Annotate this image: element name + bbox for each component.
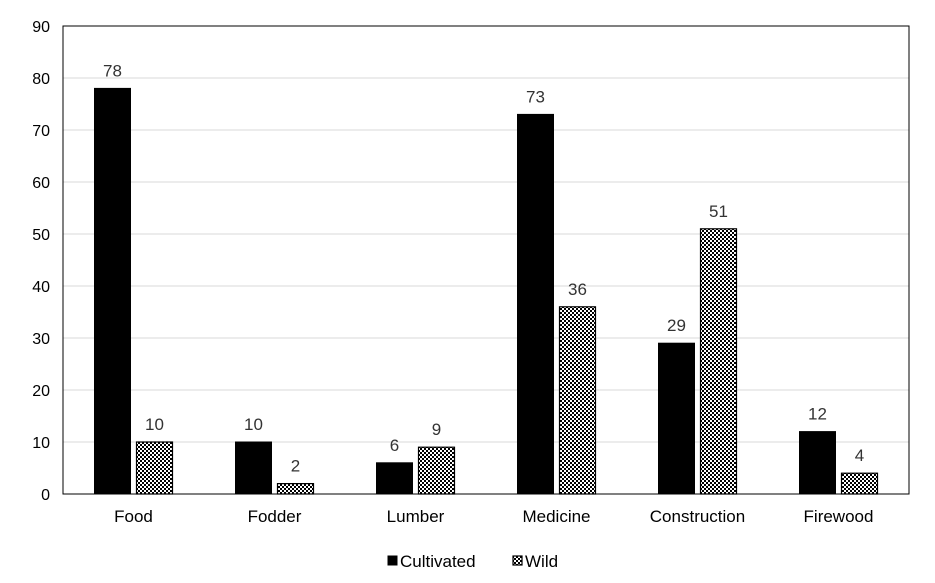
x-tick-label: Lumber: [387, 507, 445, 526]
data-label: 2: [291, 457, 300, 476]
y-tick-label: 60: [32, 175, 50, 192]
bar-wild-lumber: [417, 446, 456, 495]
bar-cultivated-construction: [658, 342, 695, 495]
bar-cultivated-medicine: [517, 113, 554, 495]
data-label: 6: [390, 436, 399, 455]
bar-wild-fodder: [276, 483, 315, 495]
y-tick-label: 30: [32, 331, 50, 348]
y-tick-label: 80: [32, 71, 50, 88]
data-label: 51: [709, 202, 728, 221]
data-label: 10: [244, 415, 263, 434]
x-tick-label: Fodder: [248, 507, 302, 526]
y-tick-label: 20: [32, 383, 50, 400]
legend-label-cultivated: Cultivated: [400, 552, 476, 571]
data-label: 78: [103, 61, 122, 80]
legend-label-wild: Wild: [525, 552, 558, 571]
bar-cultivated-food: [94, 87, 131, 495]
data-labels: 78 10 10 2 6 9 73 36 29 51 12 4: [103, 61, 864, 475]
bar-cultivated-firewood: [799, 431, 836, 495]
x-tick-label: Medicine: [522, 507, 590, 526]
data-label: 12: [808, 405, 827, 424]
data-label: 73: [526, 87, 545, 106]
data-label: 29: [667, 316, 686, 335]
y-tick-label: 70: [32, 123, 50, 140]
y-axis: 0 10 20 30 40 50 60 70 80 90: [32, 19, 50, 504]
gridlines: [63, 77, 909, 443]
y-tick-label: 0: [41, 487, 50, 504]
bars: [94, 87, 879, 495]
y-tick-label: 10: [32, 435, 50, 452]
x-tick-label: Food: [114, 507, 153, 526]
bar-cultivated-lumber: [376, 462, 413, 495]
plot-frame: [62, 25, 910, 495]
y-tick-label: 90: [32, 19, 50, 36]
data-label: 10: [145, 415, 164, 434]
bar-cultivated-fodder: [235, 441, 272, 495]
y-tick-label: 40: [32, 279, 50, 296]
bar-wild-firewood: [840, 472, 879, 495]
data-label: 4: [855, 446, 864, 465]
bar-wild-medicine: [558, 306, 597, 495]
legend: Cultivated Wild: [387, 552, 558, 571]
legend-swatch-wild: [512, 555, 523, 566]
x-axis: Food Fodder Lumber Medicine Construction Fire…: [114, 507, 873, 526]
bar-wild-food: [135, 441, 174, 495]
x-tick-label: Firewood: [804, 507, 874, 526]
x-tick-label: Construction: [650, 507, 745, 526]
bar-wild-construction: [699, 228, 738, 495]
data-label: 36: [568, 280, 587, 299]
data-label: 9: [432, 420, 441, 439]
y-tick-label: 50: [32, 227, 50, 244]
legend-swatch-cultivated: [387, 555, 398, 566]
